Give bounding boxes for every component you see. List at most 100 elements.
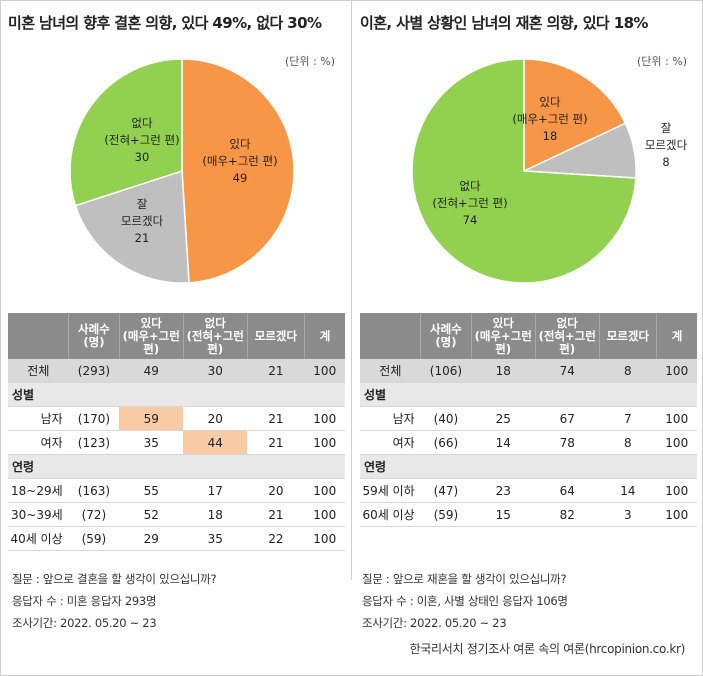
table-cell: 52 <box>119 502 184 527</box>
column-header: 사례수 (명) <box>68 313 120 359</box>
table-row: 40세 이상 (59) 29 35 22 100 <box>8 526 345 551</box>
table-cell: 8 <box>599 430 657 455</box>
table-cell: 100 <box>304 359 345 383</box>
pie-slice-yes <box>181 58 295 284</box>
group-label: 연령 <box>360 454 697 479</box>
table-header-row: 사례수 (명) 있다 (매우+그런 편) 없다 (전혀+그런 편) 모르겠다 계 <box>360 313 697 359</box>
table-cell: (293) <box>68 359 120 383</box>
table-cell: (72) <box>68 502 120 527</box>
table-cell: 23 <box>471 478 536 503</box>
table-cell: 21 <box>247 359 305 383</box>
column-header <box>360 313 422 359</box>
row-label: 남자 <box>8 406 69 431</box>
group-row: 연령 <box>360 454 697 479</box>
table-cell: 49 <box>119 359 184 383</box>
table-cell: (106) <box>420 359 472 383</box>
table-cell: 67 <box>535 406 600 431</box>
right-chart-title: 이혼, 사별 상황인 남녀의 재혼 의향, 있다 18% <box>360 14 648 32</box>
table-cell: (123) <box>68 430 120 455</box>
table-cell: 21 <box>247 406 305 431</box>
pie-label-no: 없다 (전혀+그런 편) 74 <box>432 179 507 227</box>
row-label: 40세 이상 <box>8 526 69 551</box>
table-cell: 100 <box>656 406 697 431</box>
pie-label-no: 없다 (전혀+그런 편) 30 <box>104 116 179 164</box>
table-row: 18~29세 (163) 55 17 20 100 <box>8 478 345 503</box>
table-cell: 29 <box>119 526 184 551</box>
right-period: 조사기간: 2022. 05.20 ~ 23 <box>362 616 507 630</box>
right-unit-label: (단위 : %) <box>637 55 687 68</box>
group-row: 성별 <box>360 382 697 407</box>
table-cell: 82 <box>535 502 600 527</box>
group-label: 성별 <box>8 382 345 407</box>
table-cell: 78 <box>535 430 600 455</box>
table-cell: 17 <box>183 478 248 503</box>
table-cell: (59) <box>420 502 472 527</box>
panel-divider <box>351 0 352 580</box>
pie-label-unsure: 잘 모르겠다 21 <box>121 197 164 245</box>
table-cell: 74 <box>535 359 600 383</box>
table-cell: 22 <box>247 526 305 551</box>
right-data-table: 사례수 (명) 있다 (매우+그런 편) 없다 (전혀+그런 편) 모르겠다 계 전체 (106) 18… <box>360 313 697 527</box>
pie-slice-no <box>69 58 183 207</box>
table-cell: 59 <box>119 406 184 431</box>
table-cell: 35 <box>183 526 248 551</box>
right-panel: 이혼, 사별 상황인 남녀의 재혼 의향, 있다 18% (단위 : %) 있다… <box>352 0 703 580</box>
left-unit-label: (단위 : %) <box>285 55 335 68</box>
left-respondents: 응답자 수 : 미혼 응답자 293명 <box>12 594 157 608</box>
table-cell: 100 <box>304 526 345 551</box>
table-cell: 8 <box>599 359 657 383</box>
table-cell: 21 <box>247 502 305 527</box>
total-row: 전체 (106) 18 74 8 100 <box>360 359 697 383</box>
left-period: 조사기간: 2022. 05.20 ~ 23 <box>12 616 157 630</box>
group-row: 성별 <box>8 382 345 407</box>
table-cell: 18 <box>183 502 248 527</box>
left-question: 질문 : 앞으로 결혼을 할 생각이 있으십니까? <box>12 572 217 586</box>
table-cell: 전체 <box>360 359 421 383</box>
column-header: 있다 (매우+그런 편) <box>471 313 536 359</box>
table-cell: 100 <box>304 406 345 431</box>
table-cell: (47) <box>420 478 472 503</box>
row-label: 30~39세 <box>8 502 69 527</box>
column-header: 모르겠다 <box>247 313 306 359</box>
column-header: 있다 (매우+그런 편) <box>119 313 184 359</box>
table-cell: 35 <box>119 430 184 455</box>
column-header: 계 <box>304 313 345 359</box>
table-cell: 3 <box>599 502 657 527</box>
table-cell: (59) <box>68 526 120 551</box>
column-header: 없다 (전혀+그런 편) <box>535 313 600 359</box>
pie-label-yes: 있다 (매우+그런 편) 49 <box>202 137 277 185</box>
table-cell: (170) <box>68 406 120 431</box>
table-cell: 30 <box>183 359 248 383</box>
pie-label-yes: 있다 (매우+그런 편) 18 <box>512 95 587 143</box>
table-cell: 100 <box>304 430 345 455</box>
table-cell: 100 <box>304 502 345 527</box>
table-cell: 15 <box>471 502 536 527</box>
table-cell: 21 <box>247 430 305 455</box>
right-notes: 질문 : 앞으로 재혼을 할 생각이 있으십니까? 응답자 수 : 이혼, 사별… <box>362 568 568 634</box>
row-label: 59세 이하 <box>360 478 421 503</box>
pie-slice-no <box>411 58 637 284</box>
row-label: 60세 이상 <box>360 502 421 527</box>
table-cell: 64 <box>535 478 600 503</box>
table-row: 여자 (123) 35 44 21 100 <box>8 430 345 455</box>
table-row: 60세 이상 (59) 15 82 3 100 <box>360 502 697 527</box>
column-header: 모르겠다 <box>599 313 658 359</box>
table-row: 남자 (170) 59 20 21 100 <box>8 406 345 431</box>
column-header: 없다 (전혀+그런 편) <box>183 313 248 359</box>
group-label: 연령 <box>8 454 345 479</box>
left-pie-chart: 있다 (매우+그런 편) 49 잘 모르겠다 21 없다 (전혀+그런 편) 30 <box>69 58 295 284</box>
row-label: 여자 <box>360 430 421 455</box>
table-cell: 55 <box>119 478 184 503</box>
row-label: 18~29세 <box>8 478 69 503</box>
table-cell: 전체 <box>8 359 69 383</box>
left-notes: 질문 : 앞으로 결혼을 할 생각이 있으십니까? 응답자 수 : 미혼 응답자… <box>12 568 217 634</box>
table-row: 30~39세 (72) 52 18 21 100 <box>8 502 345 527</box>
table-row: 59세 이하 (47) 23 64 14 100 <box>360 478 697 503</box>
right-question: 질문 : 앞으로 재혼을 할 생각이 있으십니까? <box>362 572 567 586</box>
table-row: 여자 (66) 14 78 8 100 <box>360 430 697 455</box>
column-header: 사례수 (명) <box>420 313 472 359</box>
table-cell: 100 <box>304 478 345 503</box>
table-cell: 14 <box>599 478 657 503</box>
table-cell: 25 <box>471 406 536 431</box>
